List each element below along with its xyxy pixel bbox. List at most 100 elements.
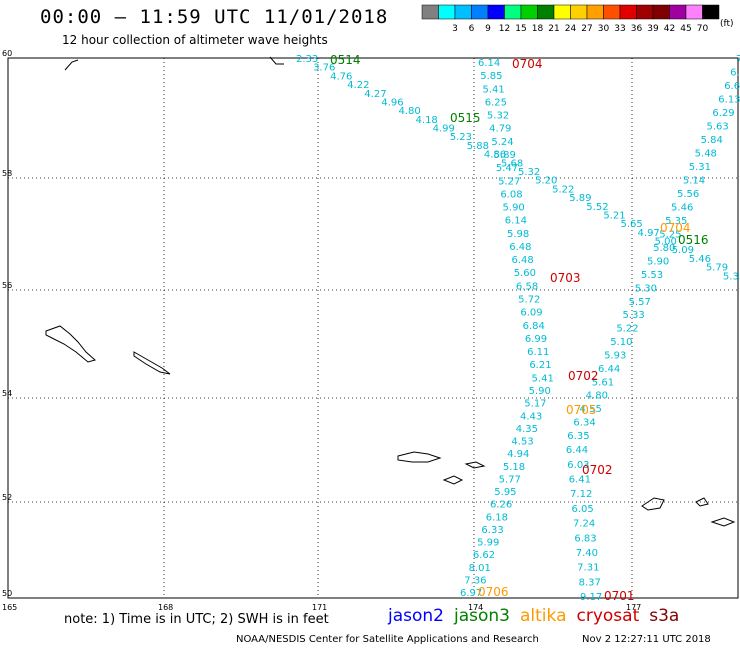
wave-height-value: 6.48 xyxy=(509,242,531,253)
wave-height-value: 5.90 xyxy=(647,257,669,268)
lat-label: 60 xyxy=(2,49,12,58)
wave-height-value: 5.79 xyxy=(706,263,728,274)
wave-height-value: 7.31 xyxy=(577,563,599,574)
wave-height-value: 5.56 xyxy=(677,189,699,200)
legend-swatch xyxy=(421,4,439,20)
legend-swatch xyxy=(636,4,654,20)
wave-height-value: 6.83 xyxy=(574,533,596,544)
legend-swatch xyxy=(471,4,489,20)
wave-height-value: 5.93 xyxy=(604,350,626,361)
wave-height-value: 7.24 xyxy=(573,519,595,530)
wave-height-value: 5.22 xyxy=(616,324,638,335)
wave-height-value: 5.41 xyxy=(532,373,554,384)
aleutian-island-4 xyxy=(464,461,486,469)
wave-height-value: 6.41 xyxy=(569,475,591,486)
mission-legend: jason2 jason3 altika cryosat s3a xyxy=(388,606,689,626)
lat-label: 58 xyxy=(2,169,12,178)
wave-height-value: 6.97 xyxy=(460,588,482,599)
legend-swatch xyxy=(504,4,522,20)
wave-height-value: 5.41 xyxy=(482,84,504,95)
coast-2 xyxy=(269,56,284,65)
aleutian-island-west xyxy=(45,325,97,363)
wave-height-value: 4.96 xyxy=(381,97,403,108)
wave-height-value: 5.85 xyxy=(480,71,502,82)
wave-height-value: 6.11 xyxy=(527,347,549,358)
wave-height-value: 6.13 xyxy=(718,95,740,106)
legend-tick-label: 3 xyxy=(452,24,458,34)
wave-height-value: 5.46 xyxy=(689,254,711,265)
wave-height-value: 5.46 xyxy=(671,203,693,214)
wave-height-value: 4.86 xyxy=(484,150,506,161)
wave-height-value: 6.58 xyxy=(516,281,538,292)
wave-height-value: 5.60 xyxy=(514,268,536,279)
wave-height-value: 6.34 xyxy=(573,418,595,429)
pass-time-label: 0705 xyxy=(566,403,597,417)
color-legend: 3 6 9 12 15 18 21 24 27 30 33 36 39 42 45 70 xyxy=(421,4,720,34)
wave-height-value: 7.4 xyxy=(736,54,740,65)
wave-height-value: 5.80 xyxy=(653,243,675,254)
wave-height-value: 6.84 xyxy=(523,321,545,332)
wave-height-value: 6.14 xyxy=(478,58,500,69)
wave-height-value: 5.61 xyxy=(592,377,614,388)
pass-time-label: 0703 xyxy=(550,271,581,285)
wave-height-value: 8.01 xyxy=(469,563,491,574)
wave-height-value: 5.63 xyxy=(706,122,728,133)
pass-time-label: 0702 xyxy=(582,463,613,477)
wave-height-value: 5.24 xyxy=(491,137,513,148)
wave-height-value: 5.10 xyxy=(610,337,632,348)
aleutian-island-6 xyxy=(641,497,665,511)
wave-height-value: 4.80 xyxy=(398,106,420,117)
legend-unit: (ft) xyxy=(720,19,734,29)
legend-swatch xyxy=(619,4,637,20)
pass-time-label: 0701 xyxy=(604,589,635,603)
legend-tick-label: 30 xyxy=(598,24,610,34)
legend-swatch xyxy=(570,4,588,20)
mission-name: jason2 xyxy=(388,606,444,626)
wave-height-value: 7.12 xyxy=(570,489,592,500)
wave-height-value: 6.69 xyxy=(724,81,740,92)
wave-height-value: 5.32 xyxy=(518,167,540,178)
legend-swatch xyxy=(669,4,687,20)
wave-height-value: 6.99 xyxy=(525,334,547,345)
wave-height-value: 6.26 xyxy=(490,500,512,511)
lon-label: 168 xyxy=(158,603,173,612)
wave-height-value: 5.23 xyxy=(450,132,472,143)
legend-tick-label: 39 xyxy=(647,24,659,34)
wave-height-value: 5.35 xyxy=(665,216,687,227)
wave-height-value: 2.33 xyxy=(296,54,318,65)
wave-height-value: 5.53 xyxy=(641,270,663,281)
wave-height-value: 5.90 xyxy=(529,386,551,397)
wave-height-value: 5.25 xyxy=(659,230,681,241)
wave-height-value: 4.99 xyxy=(433,124,455,135)
wave-height-value: 5.30 xyxy=(635,283,657,294)
wave-height-value: 5.65 xyxy=(620,219,642,230)
legend-swatch xyxy=(487,4,505,20)
legend-swatch xyxy=(702,4,720,20)
wave-height-value: 5.95 xyxy=(494,487,516,498)
note-text: note: 1) Time is in UTC; 2) SWH is in fe… xyxy=(64,612,329,627)
wave-height-value: 6.03 xyxy=(567,460,589,471)
wave-height-value: 5.48 xyxy=(695,149,717,160)
wave-height-value: 7.40 xyxy=(576,548,598,559)
pass-time-label: 0515 xyxy=(450,111,481,125)
coastlines xyxy=(45,56,736,527)
footer-credit: NOAA/NESDIS Center for Satellite Applica… xyxy=(236,634,539,645)
wave-height-value: 4.76 xyxy=(330,71,352,82)
wave-height-value: 4.55 xyxy=(580,404,602,415)
wave-height-value: 3.76 xyxy=(313,63,335,74)
legend-tick-label: 6 xyxy=(469,24,475,34)
wave-height-value: 4.94 xyxy=(507,449,529,460)
aleutian-island-5 xyxy=(442,475,464,485)
wave-height-value: 4.18 xyxy=(416,115,438,126)
legend-swatch xyxy=(553,4,571,20)
wave-height-value: 5.14 xyxy=(683,176,705,187)
wave-height-value: 6.14 xyxy=(505,216,527,227)
legend-tick-label: 36 xyxy=(631,24,643,34)
wave-height-value: 5.18 xyxy=(503,462,525,473)
wave-height-value: 4.53 xyxy=(511,437,533,448)
wave-height-value: 4.27 xyxy=(364,89,386,100)
wave-height-value: 6.21 xyxy=(529,360,551,371)
lon-label: 177 xyxy=(626,603,641,612)
lon-label: 174 xyxy=(468,603,483,612)
